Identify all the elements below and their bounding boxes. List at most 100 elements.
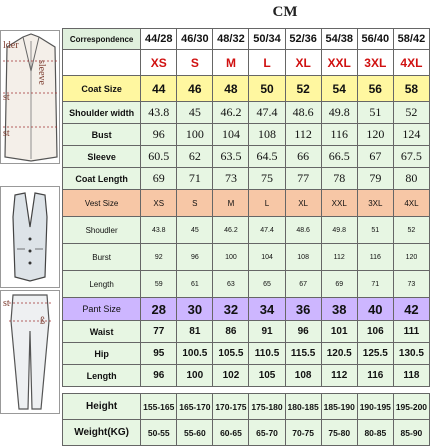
coat-sleeve-row-cell: 66.5 [320,145,358,168]
weight-row-cell: 55-60 [176,419,214,446]
coat-bust-row-cell: 112 [284,123,322,146]
vest-size-row-cell: 3XL [356,189,394,217]
coat-annotation-shoulder: lder [3,40,19,51]
vest-burst-row-cell: 120 [392,243,430,271]
pant-size-row-cell: 34 [248,297,286,321]
pant-waist-row-label: Waist [61,320,142,343]
coat-bust-row-cell: 108 [248,123,286,146]
coat-letter-size-row-cell: XXL [320,49,358,76]
vest-size-row-cell: XXL [320,189,358,217]
weight-row-label: Weight(KG) [61,419,142,446]
coat-bust-row-cell: 124 [392,123,430,146]
coat-annotation-bust: st [3,92,10,103]
height-row-cell: 155-165 [140,393,178,420]
coat-shoulder-width-row-cell: 46.2 [212,101,250,124]
coat-size-row-cell: 58 [392,75,430,102]
coat-coat-length-row-cell: 69 [140,167,178,190]
vest-shoudler-row-cell: 43.8 [140,216,178,244]
pant-waist-row-cell: 101 [320,320,358,343]
correspondence-row-cell: 48/32 [212,28,250,50]
pant-size-row: Pant Size 28 30 32 34 36 38 40 42 [61,297,430,321]
vest-length-row-cell: 65 [248,270,286,298]
coat-size-row-label: Coat Size [61,75,142,102]
vest-burst-row-cell: 112 [320,243,358,271]
coat-size-row-cell: 44 [140,75,178,102]
coat-coat-length-row-cell: 75 [248,167,286,190]
pant-waist-row-cell: 96 [284,320,322,343]
vest-burst-row-cell: 100 [212,243,250,271]
vest-size-row-cell: L [248,189,286,217]
coat-shoulder-width-row-cell: 51 [356,101,394,124]
vest-shoudler-row-cell: 47.4 [248,216,286,244]
vest-size-row-cell: M [212,189,250,217]
gap-cell [140,386,177,394]
vest-shoudler-row-cell: 48.6 [284,216,322,244]
correspondence-row-cell: 52/36 [284,28,322,50]
correspondence-row-cell: 46/30 [176,28,214,50]
height-row-cell: 175-180 [248,393,286,420]
vest-size-row-cell: S [176,189,214,217]
correspondence-row-cell: 44/28 [140,28,178,50]
coat-bust-row-cell: 96 [140,123,178,146]
coat-illustration [0,30,60,164]
correspondence-row: Correspondence 44/28 46/30 48/32 50/34 52/36 5… [61,28,430,50]
pant-size-row-cell: 30 [176,297,214,321]
pant-hip-row-cell: 130.5 [392,342,430,365]
weight-row-cell: 70-75 [284,419,322,446]
pant-annotation-waist: st [3,298,10,309]
coat-coat-length-row: Coat Length 69 71 73 75 77 78 79 80 [61,167,430,190]
coat-coat-length-row-cell: 79 [356,167,394,190]
gap-cell [321,386,358,394]
coat-sleeve-row-cell: 63.5 [212,145,250,168]
coat-size-row: Coat Size 44 46 48 50 52 54 56 58 [61,75,430,102]
correspondence-row-cell: 50/34 [248,28,286,50]
vest-size-row-cell: XL [284,189,322,217]
vest-burst-row-cell: 108 [284,243,322,271]
vest-size-row-cell: XS [140,189,178,217]
pant-hip-row-cell: 100.5 [176,342,214,365]
pant-waist-row-cell: 106 [356,320,394,343]
pant-hip-row-cell: 95 [140,342,178,365]
pant-length-row: Length 96 100 102 105 108 112 116 118 [61,364,430,387]
pant-hip-row-cell: 115.5 [284,342,322,365]
coat-size-row-cell: 48 [212,75,250,102]
coat-size-row-cell: 56 [356,75,394,102]
vest-length-row-cell: 63 [212,270,250,298]
weight-row-cell: 80-85 [356,419,394,446]
vest-length-row: Length 59 61 63 65 67 69 71 73 [61,270,430,298]
coat-sleeve-row-cell: 67 [356,145,394,168]
coat-letter-size-row-cell: XS [140,49,178,76]
height-row-cell: 170-175 [212,393,250,420]
coat-shoulder-width-row-cell: 45 [176,101,214,124]
weight-row-cell: 65-70 [248,419,286,446]
vest-size-row-cell: 4XL [392,189,430,217]
vest-size-row-label: Vest Size [61,189,142,217]
coat-letter-size-row-cell: M [212,49,250,76]
coat-letter-size-row-cell: L [248,49,286,76]
vest-illustration [0,186,60,288]
coat-sleeve-row-label: Sleeve [61,145,142,168]
coat-letter-size-row-cell: 4XL [392,49,430,76]
vest-length-row-cell: 59 [140,270,178,298]
vest-length-row-label: Length [61,270,142,298]
coat-shoulder-width-row-label: Shoulder width [61,101,142,124]
size-chart-table: Correspondence 44/28 46/30 48/32 50/34 52/36 5… [61,28,430,446]
pant-size-row-cell: 40 [356,297,394,321]
coat-annotation-waist: st [3,128,10,139]
pant-waist-row-cell: 111 [392,320,430,343]
vest-length-row-cell: 67 [284,270,322,298]
gap-cell [176,386,213,394]
coat-shoulder-width-row: Shoulder width 43.8 45 46.2 47.4 48.6 49.8 51 52 [61,101,430,124]
vest-burst-row-cell: 116 [356,243,394,271]
pant-length-row-cell: 116 [356,364,394,387]
pant-hip-row-label: Hip [61,342,142,365]
pant-length-row-cell: 118 [392,364,430,387]
coat-sleeve-row-cell: 62 [176,145,214,168]
section-gap [62,386,430,394]
coat-shoulder-width-row-cell: 52 [392,101,430,124]
coat-sleeve-row-cell: 67.5 [392,145,430,168]
coat-sleeve-row-cell: 60.5 [140,145,178,168]
pant-size-row-cell: 38 [320,297,358,321]
coat-sleeve-row-cell: 64.5 [248,145,286,168]
pant-waist-row-cell: 77 [140,320,178,343]
